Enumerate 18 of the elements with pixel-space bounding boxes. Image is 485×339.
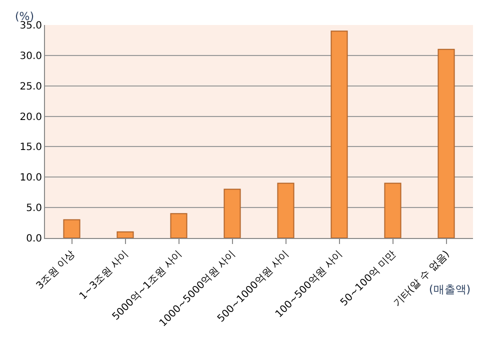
bar bbox=[224, 188, 241, 238]
bar bbox=[170, 213, 188, 238]
bar bbox=[330, 30, 348, 238]
y-tick-label: 20.0 bbox=[20, 112, 42, 123]
bar bbox=[438, 48, 455, 238]
y-tick-label: 30.0 bbox=[20, 50, 42, 62]
bar bbox=[277, 182, 294, 238]
y-tick-label: 35.0 bbox=[20, 20, 42, 32]
bar bbox=[384, 182, 402, 238]
bar bbox=[63, 219, 80, 238]
y-tick-label: 10.0 bbox=[20, 172, 42, 184]
y-tick-label: 15.0 bbox=[20, 142, 42, 154]
y-tick-label: 0.0 bbox=[26, 234, 42, 244]
y-tick-label: 5.0 bbox=[26, 203, 42, 214]
y-axis-title: (%) bbox=[15, 10, 34, 23]
bar bbox=[116, 231, 134, 238]
y-tick-label: 25.0 bbox=[20, 81, 42, 92]
x-axis-title: (매출액) bbox=[429, 283, 471, 296]
